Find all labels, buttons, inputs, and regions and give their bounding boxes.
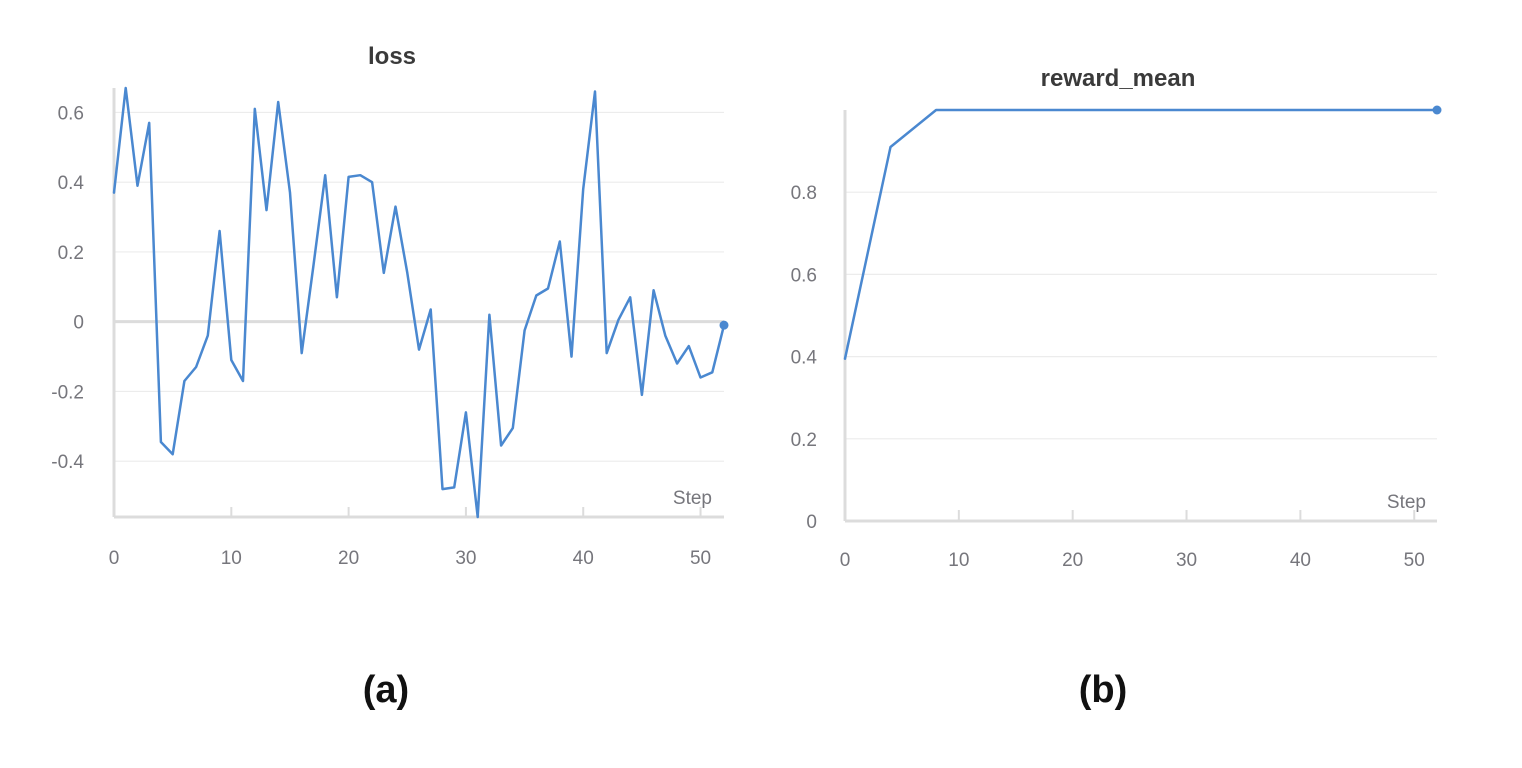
series-end-point — [719, 320, 729, 330]
panel-label-a: (a) — [363, 669, 409, 711]
x-tick-label: 30 — [1176, 550, 1197, 571]
x-tick-label: 20 — [1062, 550, 1083, 571]
y-tick-label: 0 — [73, 313, 84, 334]
y-tick-label: 0.8 — [791, 183, 817, 204]
x-tick-label: 40 — [1290, 550, 1311, 571]
chart-title: loss — [368, 43, 416, 70]
y-tick-label: 0 — [806, 512, 817, 533]
x-tick-label: 20 — [338, 548, 359, 569]
x-tick-label: 10 — [948, 550, 969, 571]
series-end-point — [1432, 105, 1442, 115]
reward-mean-chart: reward_mean Step 0.8 0.6 0.4 0.2 0 0 10 20 30 40 5… — [791, 65, 1442, 571]
x-tick-label: 10 — [221, 548, 242, 569]
y-tick-label: 0.2 — [791, 430, 817, 451]
chart-title: reward_mean — [1041, 65, 1196, 92]
x-tick-label: 0 — [840, 550, 851, 571]
series-line — [112, 86, 726, 519]
y-tick-label: 0.6 — [58, 103, 84, 124]
y-tick-label: 0.6 — [791, 265, 817, 286]
panel-label-b: (b) — [1079, 669, 1128, 711]
y-tick-label: -0.2 — [51, 382, 84, 403]
x-tick-label: 50 — [690, 548, 711, 569]
x-axis-label: Step — [1387, 492, 1426, 513]
x-tick-label: 0 — [109, 548, 120, 569]
y-tick-label: 0.4 — [791, 348, 818, 369]
y-tick-label: 0.2 — [58, 243, 84, 264]
series-line — [843, 108, 1439, 360]
y-tick-label: -0.4 — [51, 452, 84, 473]
loss-chart: loss Step 0.6 0.4 0.2 0 -0.2 -0.4 0 10 20 30 40 50 — [51, 43, 729, 569]
x-axis-label: Step — [673, 488, 712, 509]
x-tick-label: 50 — [1404, 550, 1425, 571]
y-tick-label: 0.4 — [58, 173, 85, 194]
x-tick-label: 40 — [573, 548, 594, 569]
x-tick-label: 30 — [455, 548, 476, 569]
